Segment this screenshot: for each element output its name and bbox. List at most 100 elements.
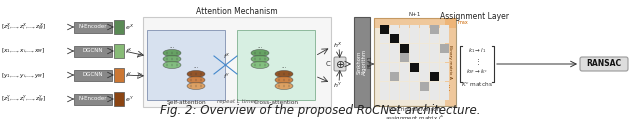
Bar xyxy=(410,91,419,100)
Bar xyxy=(410,25,419,34)
Bar xyxy=(114,68,124,82)
Bar xyxy=(430,63,439,72)
Bar xyxy=(400,63,409,72)
Ellipse shape xyxy=(275,70,293,77)
Text: $\vdots$: $\vdots$ xyxy=(474,57,480,67)
Bar xyxy=(420,72,429,81)
Text: $f^X$: $f^X$ xyxy=(125,46,132,56)
Text: N-Encoder: N-Encoder xyxy=(79,97,108,102)
Bar xyxy=(380,53,389,62)
Bar xyxy=(430,25,439,34)
Bar xyxy=(74,45,112,57)
Text: Binary matrix A: Binary matrix A xyxy=(449,45,452,79)
Bar xyxy=(400,25,409,34)
Bar xyxy=(420,53,429,62)
Bar xyxy=(410,34,419,43)
Bar xyxy=(440,34,449,43)
Bar xyxy=(390,25,399,34)
Ellipse shape xyxy=(187,70,205,77)
FancyBboxPatch shape xyxy=(580,57,628,71)
Bar xyxy=(74,94,112,104)
Text: $h^Y$: $h^Y$ xyxy=(333,80,342,90)
Text: $f^X$: $f^X$ xyxy=(136,51,143,61)
Bar xyxy=(410,72,419,81)
Bar xyxy=(430,82,439,91)
Text: $K^c$ matchs: $K^c$ matchs xyxy=(461,81,493,89)
Bar xyxy=(440,72,449,81)
Bar xyxy=(390,34,399,43)
Bar xyxy=(380,82,389,91)
Text: repeat L times: repeat L times xyxy=(217,99,257,104)
Text: ...: ... xyxy=(193,64,198,69)
Bar xyxy=(380,34,389,43)
Bar xyxy=(430,91,439,100)
Text: $[z_1^Y,\!\ldots\!,z_i^Y,\!\ldots\!,z_M^Y]$: $[z_1^Y,\!\ldots\!,z_i^Y,\!\ldots\!,z_M^… xyxy=(1,94,46,104)
Text: Sinkhorn
Algorithm: Sinkhorn Algorithm xyxy=(356,49,367,75)
Text: $f^Y$: $f^Y$ xyxy=(136,71,143,81)
Ellipse shape xyxy=(251,55,269,62)
Bar xyxy=(440,82,449,91)
Text: $f^Y$: $f^Y$ xyxy=(125,70,132,80)
Text: $\vdots$: $\vdots$ xyxy=(445,83,451,93)
Ellipse shape xyxy=(275,82,293,89)
Text: $k_{K^c} \rightarrow l_{K^c}$: $k_{K^c} \rightarrow l_{K^c}$ xyxy=(466,68,488,76)
Bar xyxy=(237,30,315,100)
Text: $f^Y$: $f^Y$ xyxy=(223,71,230,81)
Bar xyxy=(420,25,429,34)
Bar xyxy=(445,18,456,106)
Text: C: C xyxy=(325,61,330,67)
Text: $[y_1,\!\ldots\!,y_i,\!\ldots\!,y_M]$: $[y_1,\!\ldots\!,y_i,\!\ldots\!,y_M]$ xyxy=(1,70,45,79)
Bar xyxy=(354,17,370,107)
Bar xyxy=(440,53,449,62)
Bar xyxy=(390,44,399,52)
Bar xyxy=(143,17,331,107)
Bar xyxy=(430,34,439,43)
Bar xyxy=(380,63,389,72)
Text: Cross-attention: Cross-attention xyxy=(253,101,298,106)
Bar xyxy=(410,63,419,72)
Text: DGCNN: DGCNN xyxy=(83,72,103,77)
Text: RANSAC: RANSAC xyxy=(586,60,621,69)
Bar xyxy=(390,53,399,62)
Bar xyxy=(440,44,449,52)
Text: ...: ... xyxy=(282,64,287,69)
Bar xyxy=(430,44,439,52)
Text: N-Encoder: N-Encoder xyxy=(79,25,108,30)
Bar xyxy=(400,53,409,62)
Bar xyxy=(430,72,439,81)
Bar xyxy=(410,44,419,52)
Bar xyxy=(390,82,399,91)
Bar xyxy=(400,72,409,81)
Text: ...: ... xyxy=(257,44,262,49)
Bar xyxy=(430,53,439,62)
Bar xyxy=(380,44,389,52)
Bar xyxy=(380,72,389,81)
Bar xyxy=(74,22,112,32)
Bar xyxy=(114,44,124,58)
Bar xyxy=(420,63,429,72)
Bar xyxy=(374,18,456,28)
Text: Assignment Layer: Assignment Layer xyxy=(440,12,509,21)
Text: Discriminative soft
assignment matrix $\hat{C}$: Discriminative soft assignment matrix $\… xyxy=(385,107,445,119)
Text: $h^X$: $h^X$ xyxy=(333,40,342,50)
Bar xyxy=(440,91,449,100)
Bar xyxy=(400,82,409,91)
Bar xyxy=(390,63,399,72)
Text: $e^X$: $e^X$ xyxy=(125,22,134,32)
Text: $[z_1^X,\!\ldots\!,z_i^X,\!\ldots\!,z_M^X]$: $[z_1^X,\!\ldots\!,z_i^X,\!\ldots\!,z_M^… xyxy=(1,22,47,32)
Bar xyxy=(400,91,409,100)
Ellipse shape xyxy=(275,77,293,84)
FancyBboxPatch shape xyxy=(334,57,346,71)
Text: N+1: N+1 xyxy=(409,12,421,17)
Text: max: max xyxy=(458,20,468,25)
Bar xyxy=(410,82,419,91)
Ellipse shape xyxy=(251,62,269,69)
Bar xyxy=(420,34,429,43)
Text: ...: ... xyxy=(170,44,175,49)
Text: Attention Mechanism: Attention Mechanism xyxy=(196,7,278,16)
Bar xyxy=(400,34,409,43)
Ellipse shape xyxy=(163,55,181,62)
Bar xyxy=(380,25,389,34)
Bar xyxy=(374,18,456,106)
Bar xyxy=(420,44,429,52)
